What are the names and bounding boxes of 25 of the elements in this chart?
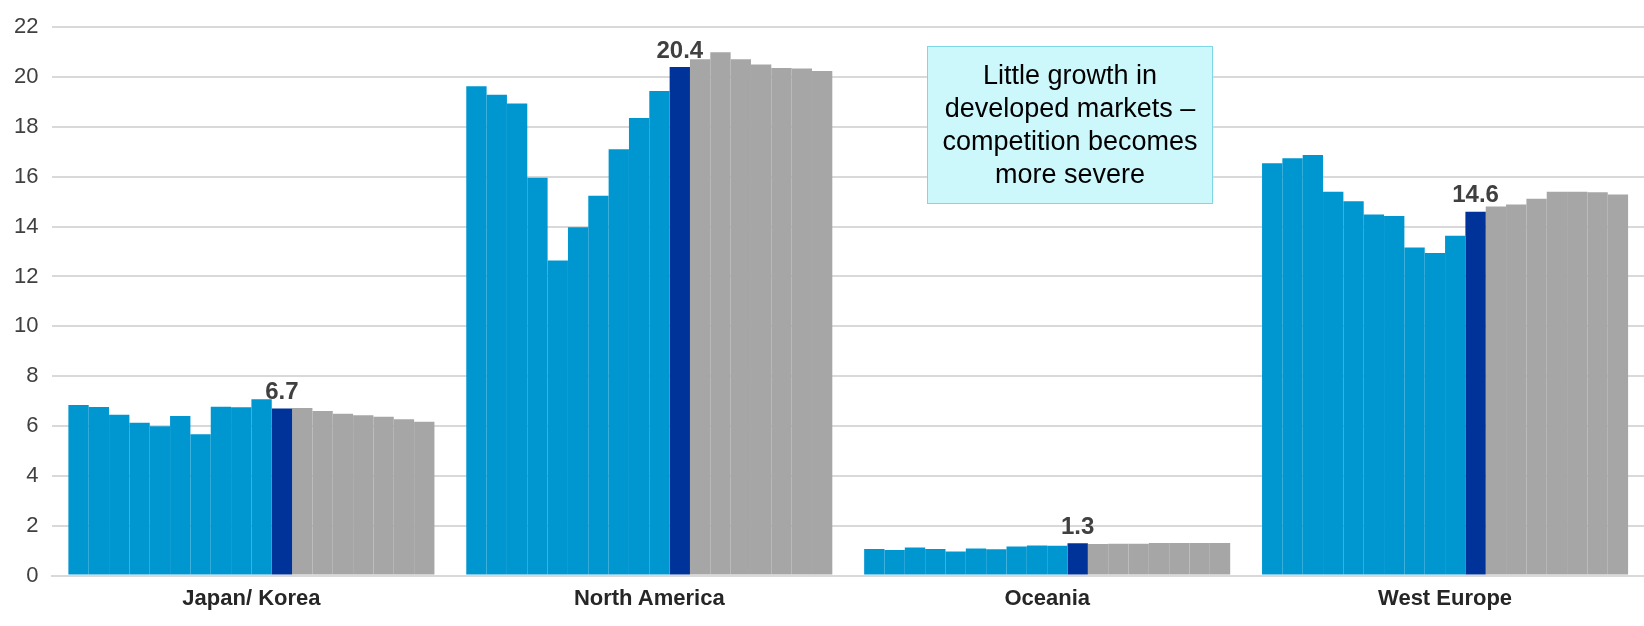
y-tick-label: 4 bbox=[26, 461, 39, 487]
y-tick-label: 6 bbox=[26, 412, 39, 438]
bar bbox=[669, 67, 690, 575]
y-tick-label: 18 bbox=[13, 112, 39, 138]
y-tick-label: 12 bbox=[13, 262, 39, 288]
y-tick-label: 8 bbox=[26, 362, 39, 388]
y-tick-label: 10 bbox=[13, 312, 39, 338]
y-tick-label: 16 bbox=[13, 162, 39, 188]
y-tick-label: 2 bbox=[26, 511, 39, 537]
bar bbox=[1067, 543, 1088, 575]
x-tick-label: Oceania bbox=[1004, 584, 1091, 610]
bar bbox=[1465, 211, 1486, 575]
data-label: 20.4 bbox=[656, 35, 704, 63]
y-tick-label: 22 bbox=[13, 13, 39, 39]
x-tick-label: Japan/ Korea bbox=[182, 584, 322, 610]
y-tick-label: 20 bbox=[13, 63, 39, 89]
annotation: Little growth in developed markets – competition becomes more severe bbox=[927, 46, 1213, 204]
y-tick-label: 0 bbox=[26, 561, 39, 587]
data-label: 14.6 bbox=[1452, 180, 1499, 208]
bar bbox=[271, 408, 293, 575]
data-label: 6.7 bbox=[265, 377, 299, 405]
x-tick-label: West Europe bbox=[1378, 584, 1513, 610]
x-tick-label: North America bbox=[573, 584, 726, 610]
data-label: 1.3 bbox=[1060, 511, 1095, 539]
y-tick-label: 14 bbox=[13, 212, 39, 238]
